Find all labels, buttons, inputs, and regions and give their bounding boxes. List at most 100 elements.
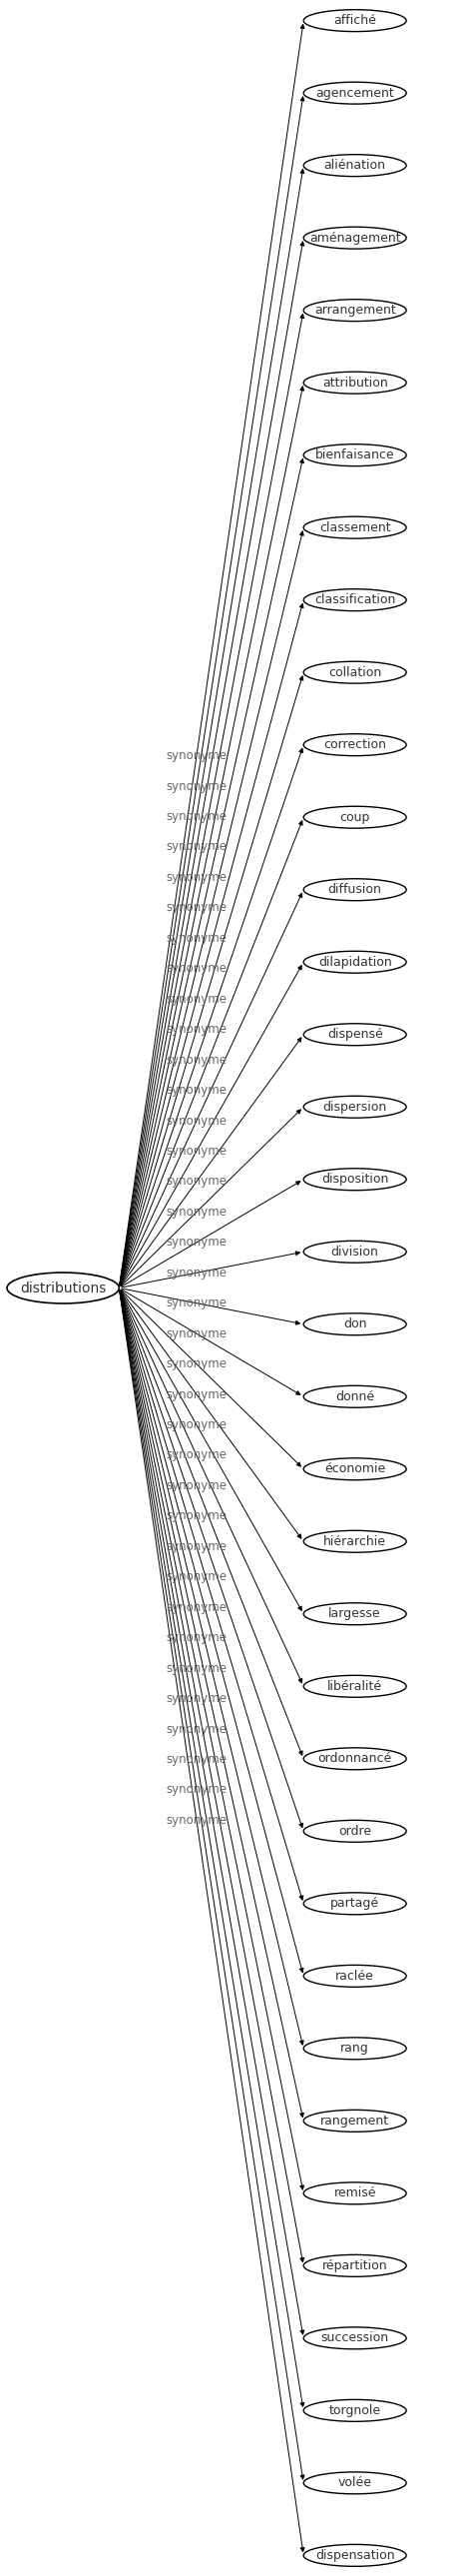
Text: synonyme: synonyme [166, 1571, 227, 1584]
Text: hiérarchie: hiérarchie [324, 1535, 386, 1548]
Text: dispersion: dispersion [323, 1100, 387, 1113]
Text: synonyme: synonyme [166, 1144, 227, 1157]
Text: synonyme: synonyme [166, 1054, 227, 1066]
Ellipse shape [304, 2326, 406, 2349]
Text: dispensation: dispensation [315, 2548, 395, 2563]
Ellipse shape [304, 951, 406, 974]
Ellipse shape [304, 878, 406, 902]
Text: synonyme: synonyme [166, 902, 227, 914]
Ellipse shape [304, 1023, 406, 1046]
Ellipse shape [7, 1273, 119, 1303]
Ellipse shape [304, 2473, 406, 2494]
Text: diffusion: diffusion [328, 884, 382, 896]
Text: collation: collation [328, 667, 382, 680]
Text: synonyme: synonyme [166, 1783, 227, 1795]
Text: rang: rang [340, 2043, 369, 2056]
Text: ordre: ordre [339, 1824, 371, 1837]
Text: synonyme: synonyme [166, 809, 227, 822]
Text: synonyme: synonyme [166, 1236, 227, 1249]
Text: synonyme: synonyme [166, 1206, 227, 1218]
Text: correction: correction [324, 739, 386, 752]
Ellipse shape [304, 299, 406, 322]
Text: synonyme: synonyme [166, 1692, 227, 1705]
Ellipse shape [304, 1314, 406, 1334]
Text: aménagement: aménagement [309, 232, 401, 245]
Text: partagé: partagé [331, 1896, 379, 1909]
Ellipse shape [304, 518, 406, 538]
Text: synonyme: synonyme [166, 1510, 227, 1522]
Ellipse shape [304, 371, 406, 394]
Text: affiché: affiché [333, 13, 376, 28]
Ellipse shape [304, 1458, 406, 1481]
Text: rangement: rangement [320, 2115, 389, 2128]
Text: synonyme: synonyme [166, 1115, 227, 1128]
Text: dispensé: dispensé [327, 1028, 383, 1041]
Text: synonyme: synonyme [166, 1419, 227, 1432]
Ellipse shape [304, 806, 406, 829]
Text: synonyme: synonyme [166, 1754, 227, 1767]
Text: remisé: remisé [334, 2187, 376, 2200]
Ellipse shape [304, 1893, 406, 1914]
Text: dilapidation: dilapidation [318, 956, 392, 969]
Text: synonyme: synonyme [166, 1479, 227, 1492]
Ellipse shape [304, 1965, 406, 1986]
Text: synonyme: synonyme [166, 1723, 227, 1736]
Text: coup: coup [340, 811, 370, 824]
Text: synonyme: synonyme [166, 871, 227, 884]
Text: succession: succession [321, 2331, 389, 2344]
Ellipse shape [304, 1530, 406, 1553]
Text: arrangement: arrangement [314, 304, 396, 317]
Text: synonyme: synonyme [166, 781, 227, 793]
Ellipse shape [304, 1602, 406, 1625]
Text: répartition: répartition [322, 2259, 388, 2272]
Ellipse shape [304, 1095, 406, 1118]
Text: synonyme: synonyme [166, 1023, 227, 1036]
Text: synonyme: synonyme [166, 1296, 227, 1309]
Text: volée: volée [338, 2476, 372, 2488]
Ellipse shape [304, 590, 406, 611]
Ellipse shape [304, 662, 406, 683]
Ellipse shape [304, 734, 406, 755]
Text: libéralité: libéralité [327, 1680, 382, 1692]
Text: synonyme: synonyme [166, 750, 227, 762]
Ellipse shape [304, 2110, 406, 2133]
Text: synonyme: synonyme [166, 933, 227, 945]
Ellipse shape [304, 2038, 406, 2058]
Text: donné: donné [335, 1391, 375, 1404]
Text: classement: classement [319, 520, 391, 533]
Text: synonyme: synonyme [166, 1388, 227, 1401]
Ellipse shape [304, 82, 406, 103]
Text: largesse: largesse [329, 1607, 381, 1620]
Text: synonyme: synonyme [166, 992, 227, 1005]
Text: bienfaisance: bienfaisance [315, 448, 395, 461]
Text: agencement: agencement [316, 88, 394, 100]
Text: ordonnancé: ordonnancé [318, 1752, 392, 1765]
Ellipse shape [304, 443, 406, 466]
Ellipse shape [304, 2401, 406, 2421]
Text: disposition: disposition [321, 1172, 389, 1185]
Text: synonyme: synonyme [166, 1631, 227, 1643]
Text: synonyme: synonyme [166, 1448, 227, 1461]
Text: classification: classification [314, 592, 396, 605]
Text: synonyme: synonyme [166, 1814, 227, 1826]
Text: don: don [343, 1319, 367, 1332]
Text: synonyme: synonyme [166, 961, 227, 976]
Text: synonyme: synonyme [166, 1267, 227, 1280]
Text: synonyme: synonyme [166, 1358, 227, 1370]
Text: synonyme: synonyme [166, 1327, 227, 1340]
Ellipse shape [304, 1821, 406, 1842]
Ellipse shape [304, 155, 406, 175]
Ellipse shape [304, 1170, 406, 1190]
Text: synonyme: synonyme [166, 1662, 227, 1674]
Ellipse shape [304, 227, 406, 250]
Text: synonyme: synonyme [166, 1084, 227, 1097]
Ellipse shape [304, 1747, 406, 1770]
Text: distributions: distributions [20, 1280, 106, 1296]
Text: synonyme: synonyme [166, 1600, 227, 1615]
Text: aliénation: aliénation [324, 160, 386, 173]
Ellipse shape [304, 2545, 406, 2566]
Ellipse shape [304, 2254, 406, 2277]
Text: torgnole: torgnole [329, 2403, 381, 2416]
Text: synonyme: synonyme [166, 1175, 227, 1188]
Text: économie: économie [325, 1463, 385, 1476]
